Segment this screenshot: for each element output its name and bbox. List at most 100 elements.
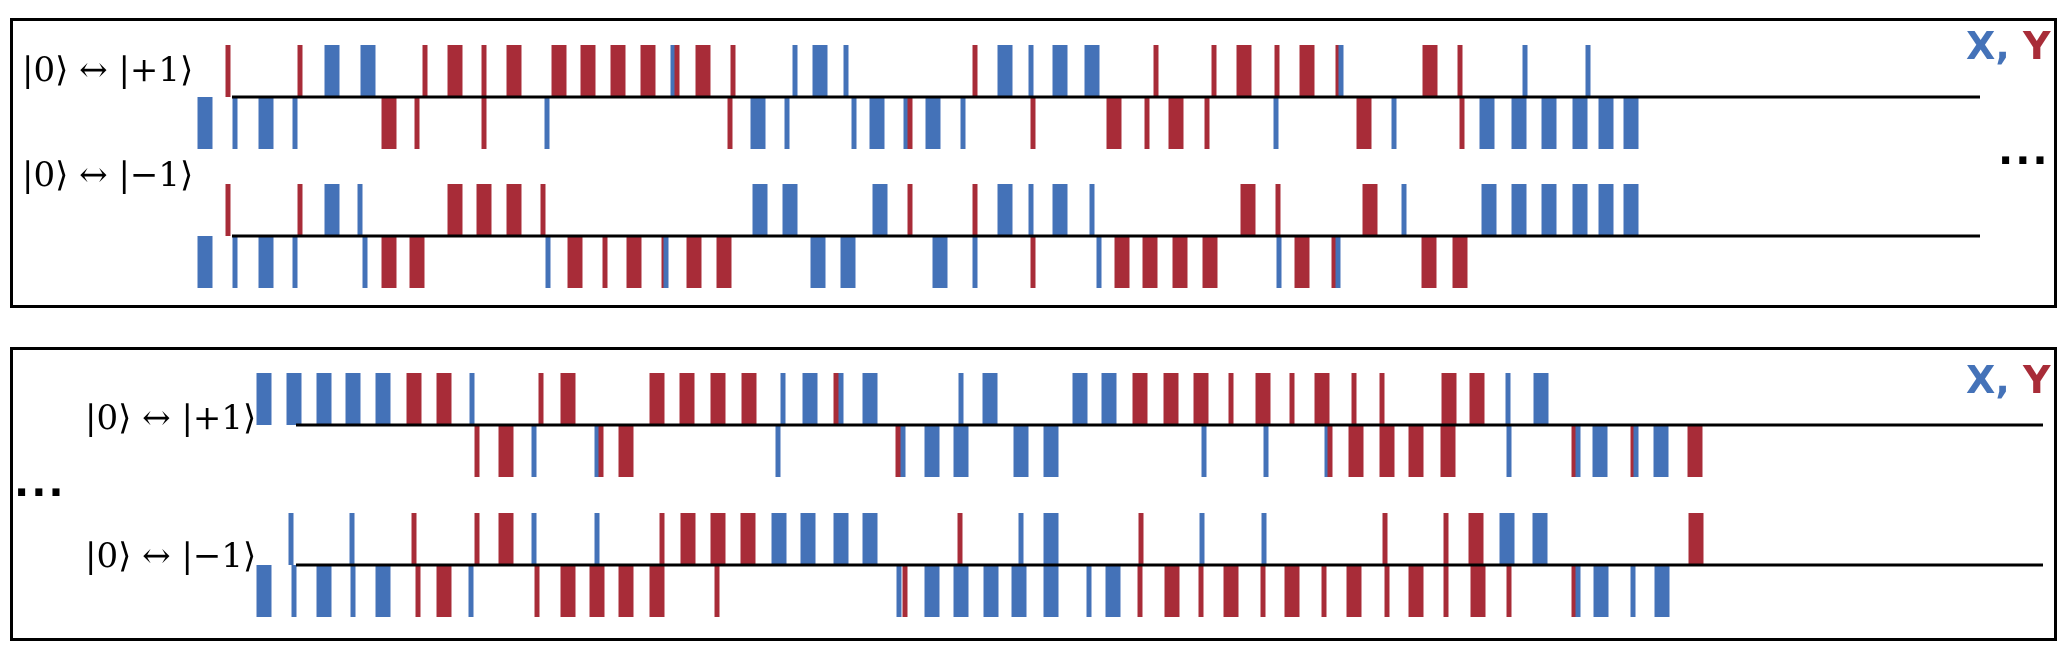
x-pulse [1572,184,1588,236]
x-pulse [670,45,676,97]
y-pulse [1240,184,1256,236]
y-pulse [1164,565,1180,617]
y-pulse [649,373,665,425]
y-pulse [710,373,726,425]
y-pulse [1335,45,1341,97]
x-pulse [1276,236,1282,288]
y-pulse [610,45,626,97]
x-pulse [810,236,826,288]
x-pulse [851,97,857,149]
x-pulse [362,236,368,288]
row-label-plus-bottom: |0⟩ ↔ |+1⟩ [85,398,257,438]
x-pulse [792,45,798,97]
x-pulse [349,513,355,565]
x-pulse [545,236,551,288]
y-pulse [740,513,756,565]
x-pulse [1043,565,1059,617]
y-pulse [1356,97,1372,149]
x-pulse [256,565,272,617]
sequence-panel-top [10,18,2057,308]
y-pulse [1132,373,1148,425]
x-pulse [1335,236,1341,288]
pulse-row-0-1 [197,184,1980,288]
y-pulse [1331,236,1337,288]
x-pulse [531,425,537,477]
x-pulse [468,565,474,617]
x-pulse [1575,565,1581,617]
y-pulse [1260,565,1266,617]
y-pulse [474,513,480,565]
y-pulse [567,236,583,288]
legend-separator: , [1995,358,2023,402]
y-pulse [727,97,733,149]
y-pulse [1168,97,1184,149]
y-pulse [225,45,231,97]
x-pulse [350,565,356,617]
y-pulse [1202,236,1218,288]
y-pulse [1106,97,1122,149]
y-pulse [414,97,420,149]
x-pulse [324,184,340,236]
y-pulse [1321,565,1327,617]
y-pulse [476,184,492,236]
x-pulse [953,565,969,617]
y-pulse [618,425,634,477]
x-pulse [1522,45,1528,97]
x-pulse [1511,97,1527,149]
x-pulse [840,236,856,288]
y-pulse [1468,513,1484,565]
x-pulse [1481,184,1497,236]
x-pulse [924,425,940,477]
x-pulse [925,97,941,149]
y-pulse [1382,513,1388,565]
y-pulse [560,565,576,617]
x-pulse [838,373,844,425]
x-pulse [1585,45,1591,97]
x-pulse [983,565,999,617]
x-pulse [316,565,332,617]
y-pulse [679,373,695,425]
x-pulse [469,373,475,425]
y-pulse [498,425,514,477]
x-pulse [232,97,238,149]
y-pulse [1163,373,1179,425]
x-pulse [872,184,888,236]
legend-x-label: X [1966,358,1996,402]
y-pulse [907,97,913,149]
x-pulse [1324,425,1330,477]
row-label-minus-top: |0⟩ ↔ |−1⟩ [22,155,194,195]
y-pulse [1459,97,1465,149]
x-pulse [982,373,998,425]
y-pulse [436,565,452,617]
x-pulse [802,373,818,425]
continuation-ellipsis-right: ... [1998,128,2050,174]
y-pulse [481,97,487,149]
y-pulse [1294,236,1310,288]
sequence-panel-bottom [10,347,2057,641]
y-pulse [626,236,642,288]
x-pulse [1598,97,1614,149]
y-pulse [1571,565,1577,617]
y-pulse [406,373,422,425]
x-pulse [924,565,940,617]
y-pulse [680,513,696,565]
y-pulse [902,565,908,617]
y-pulse [498,513,514,565]
legend-separator: , [1995,24,2023,68]
y-pulse [618,565,634,617]
y-pulse [649,565,665,617]
y-pulse [1284,565,1300,617]
pulse-row-1-1 [256,513,2043,617]
x-pulse [292,97,298,149]
x-pulse [345,373,361,425]
x-pulse [812,45,828,97]
y-pulse [695,45,711,97]
x-pulse [1505,373,1511,425]
y-pulse [415,565,421,617]
x-pulse [1028,184,1034,236]
y-pulse [381,97,397,149]
y-pulse [1362,184,1378,236]
y-pulse [1030,97,1036,149]
x-pulse [1391,97,1397,149]
x-pulse [316,373,332,425]
